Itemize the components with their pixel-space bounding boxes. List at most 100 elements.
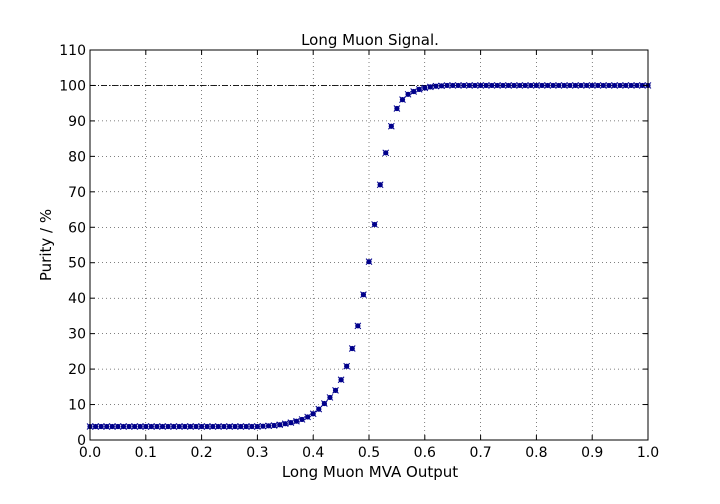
data-point — [538, 82, 546, 89]
data-point — [192, 423, 200, 430]
y-tick-label: 70 — [68, 185, 86, 201]
data-point-cross — [254, 423, 261, 430]
data-point-cross — [242, 423, 250, 430]
data-point-cross — [460, 82, 468, 89]
data-point-cross — [108, 423, 116, 430]
data-point — [354, 322, 362, 330]
data-point-cross — [131, 423, 138, 430]
data-point — [332, 387, 339, 394]
data-point-cross — [572, 82, 579, 89]
data-point-cross — [326, 394, 334, 401]
data-point — [181, 423, 189, 430]
data-point — [270, 422, 278, 429]
data-point — [254, 423, 261, 430]
data-point — [549, 82, 557, 89]
data-point — [365, 258, 373, 266]
data-point-cross — [499, 82, 507, 89]
data-point — [404, 90, 412, 98]
data-point — [399, 96, 406, 103]
data-point — [265, 422, 272, 430]
data-point — [616, 82, 624, 89]
data-point-cross — [348, 345, 356, 352]
x-axis-label: Long Muon MVA Output — [282, 463, 458, 481]
data-point-cross — [605, 82, 613, 89]
data-point-cross — [181, 423, 189, 430]
data-point — [92, 423, 99, 430]
data-point — [164, 423, 172, 430]
data-point-cross — [337, 376, 345, 384]
data-point — [510, 82, 518, 89]
data-point-cross — [203, 423, 211, 430]
data-point — [281, 420, 289, 428]
data-point — [600, 82, 607, 89]
data-point — [159, 423, 166, 430]
data-point-cross — [226, 423, 233, 430]
data-point — [142, 423, 150, 430]
data-point — [120, 423, 127, 430]
data-point-cross — [521, 82, 529, 89]
data-point-cross — [237, 423, 245, 430]
data-point-cross — [259, 422, 267, 430]
data-point — [488, 82, 496, 89]
data-point — [237, 423, 245, 430]
data-point-cross — [471, 82, 479, 89]
data-point-cross — [220, 423, 228, 430]
data-point — [622, 82, 630, 89]
data-point — [471, 82, 479, 89]
y-tick-label: 90 — [68, 114, 86, 130]
data-point-cross — [482, 82, 490, 89]
data-point-cross — [627, 82, 635, 89]
y-axis-label: Purity / % — [37, 209, 55, 281]
data-point-cross — [120, 423, 127, 430]
data-point — [360, 291, 367, 298]
data-point — [136, 423, 144, 430]
data-point — [242, 423, 250, 430]
data-point — [594, 82, 602, 89]
data-point-cross — [527, 82, 535, 89]
data-point — [505, 82, 512, 89]
data-point-cross — [354, 322, 362, 330]
data-point-cross — [214, 423, 222, 430]
data-point-cross — [343, 362, 351, 370]
data-point — [148, 423, 155, 430]
data-point — [231, 423, 239, 430]
data-point — [309, 410, 317, 418]
data-point-cross — [611, 82, 618, 89]
data-point — [125, 423, 133, 430]
data-point — [577, 82, 585, 89]
y-tick-label: 60 — [68, 220, 86, 236]
data-point-cross — [583, 82, 590, 89]
x-tick-label: 0.6 — [414, 445, 436, 461]
data-point — [588, 82, 596, 89]
x-tick-label: 0.8 — [525, 445, 547, 461]
y-tick-label: 40 — [68, 291, 86, 307]
data-point-cross — [438, 82, 445, 90]
data-point-cross — [443, 82, 451, 89]
data-point — [443, 82, 451, 89]
data-point-cross — [566, 82, 574, 89]
data-point-cross — [516, 82, 524, 89]
data-point — [516, 82, 524, 89]
data-point-cross — [270, 422, 278, 429]
data-point — [627, 82, 635, 89]
data-point — [315, 405, 323, 413]
data-point-cross — [393, 105, 401, 112]
x-tick-label: 0.2 — [190, 445, 212, 461]
data-point-cross — [454, 82, 462, 89]
data-point-cross — [449, 82, 457, 89]
x-tick-label: 0.7 — [469, 445, 491, 461]
data-point-cross — [332, 387, 339, 394]
x-tick-label: 0.4 — [302, 445, 324, 461]
y-tick-label: 80 — [68, 149, 86, 165]
data-point — [304, 413, 311, 421]
data-point — [114, 423, 122, 430]
data-point — [611, 82, 618, 89]
data-point-cross — [594, 82, 602, 89]
data-point-cross — [399, 96, 406, 103]
data-point-cross — [175, 423, 183, 430]
data-point — [454, 82, 462, 89]
data-point — [326, 394, 334, 401]
data-point-cross — [159, 423, 166, 430]
data-point-cross — [136, 423, 144, 430]
data-point — [343, 362, 351, 370]
